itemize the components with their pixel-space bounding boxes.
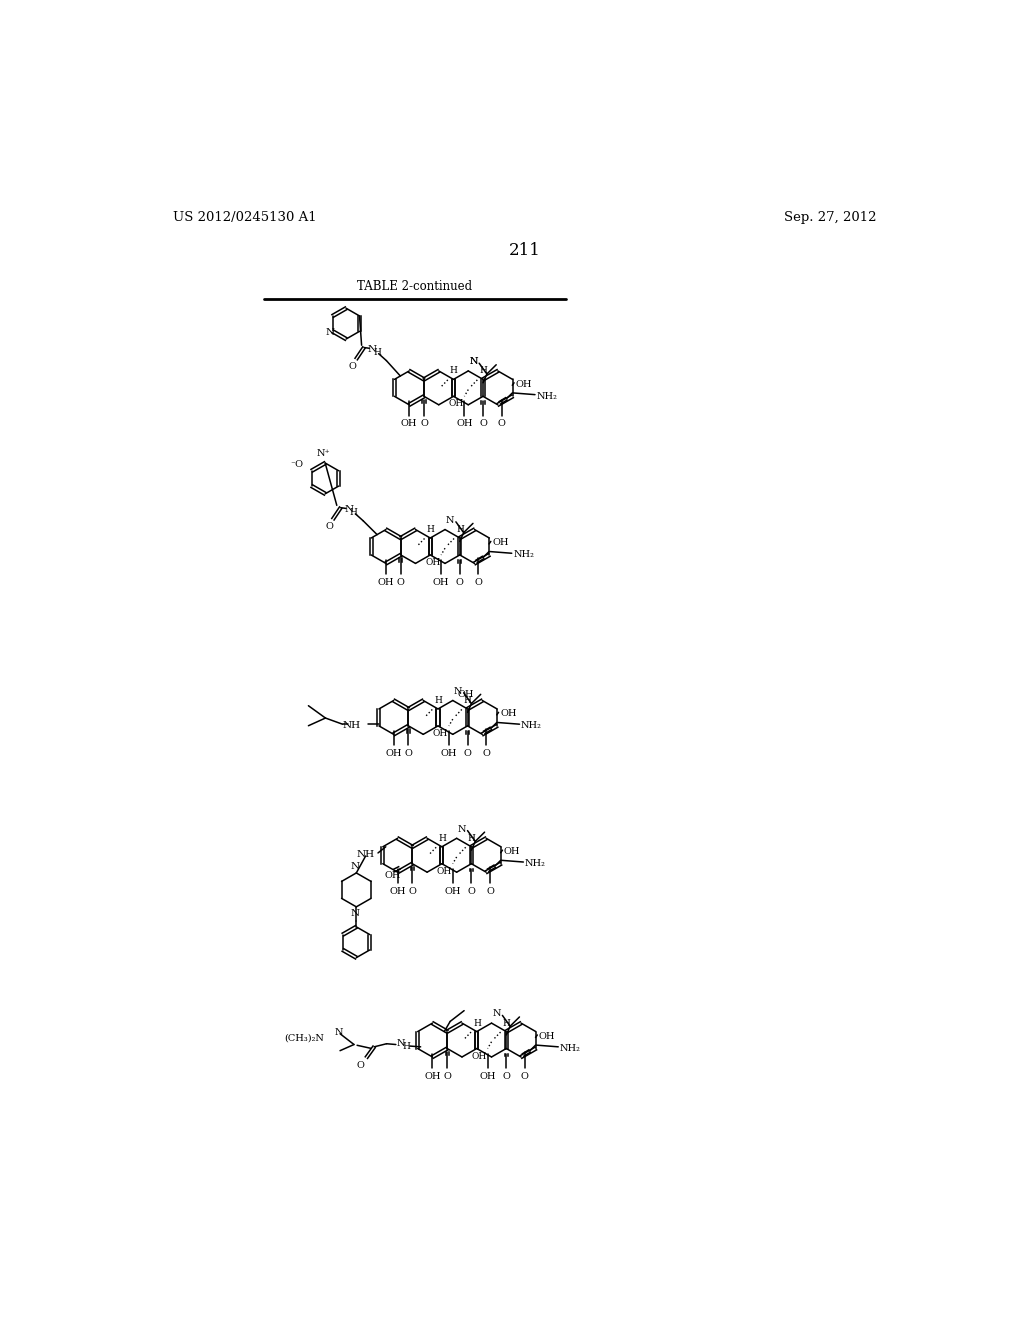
Text: Sep. 27, 2012: Sep. 27, 2012: [784, 211, 877, 224]
Text: N: N: [368, 345, 377, 354]
Text: OH: OH: [449, 400, 464, 408]
Text: N: N: [458, 825, 466, 833]
Text: NH₂: NH₂: [521, 721, 542, 730]
Text: O: O: [348, 362, 356, 371]
Text: OH: OH: [389, 887, 406, 896]
Text: OH: OH: [424, 1072, 440, 1081]
Text: OH: OH: [456, 420, 473, 429]
Text: NH₂: NH₂: [513, 550, 535, 560]
Text: O: O: [503, 1072, 510, 1081]
Text: OH: OH: [458, 690, 474, 700]
Text: H: H: [450, 367, 458, 375]
Text: OH: OH: [425, 558, 440, 568]
Text: O: O: [356, 1061, 365, 1069]
Text: N: N: [454, 686, 462, 696]
Text: OH: OH: [444, 887, 461, 896]
Text: O: O: [486, 887, 494, 896]
Text: H: H: [350, 508, 357, 517]
Text: TABLE 2-continued: TABLE 2-continued: [357, 280, 472, 293]
Text: OH: OH: [472, 1052, 486, 1060]
Text: US 2012/0245130 A1: US 2012/0245130 A1: [173, 211, 316, 224]
Text: OH: OH: [385, 748, 402, 758]
Text: H: H: [456, 525, 464, 535]
Text: O: O: [474, 578, 482, 587]
Text: N: N: [326, 329, 335, 338]
Text: 211: 211: [509, 242, 541, 259]
Text: O: O: [479, 420, 487, 429]
Text: O: O: [325, 523, 333, 532]
Text: H: H: [464, 696, 472, 705]
Text: N: N: [350, 862, 359, 871]
Text: O: O: [409, 887, 417, 896]
Text: O: O: [396, 578, 404, 587]
Text: O: O: [468, 887, 475, 896]
Text: H: H: [373, 347, 381, 356]
Text: H: H: [438, 834, 446, 843]
Text: H: H: [479, 367, 487, 375]
Text: OH: OH: [401, 420, 418, 429]
Text: N: N: [493, 1010, 501, 1018]
Text: O: O: [420, 420, 428, 429]
Text: H: H: [468, 834, 475, 843]
Text: O: O: [443, 1072, 452, 1081]
Text: OH: OH: [433, 578, 450, 587]
Text: N: N: [350, 909, 359, 919]
Text: H: H: [427, 525, 434, 535]
Text: OH: OH: [378, 578, 394, 587]
Text: NH: NH: [356, 850, 375, 859]
Text: O: O: [456, 578, 464, 587]
Text: OH: OH: [479, 1072, 496, 1081]
Text: H: H: [402, 1041, 410, 1051]
Text: N: N: [445, 516, 455, 525]
Text: OH: OH: [500, 709, 517, 718]
Text: ⁻O: ⁻O: [291, 461, 303, 469]
Text: O: O: [498, 420, 506, 429]
Text: OH: OH: [440, 748, 457, 758]
Text: N: N: [345, 504, 353, 513]
Text: OH: OH: [384, 871, 400, 880]
Text: O: O: [404, 748, 413, 758]
Text: NH₂: NH₂: [560, 1044, 581, 1053]
Text: N: N: [334, 1028, 343, 1036]
Text: O: O: [521, 1072, 528, 1081]
Text: N: N: [469, 358, 477, 366]
Text: O: O: [464, 748, 471, 758]
Text: OH: OH: [504, 847, 520, 857]
Text: N: N: [469, 358, 477, 366]
Text: OH: OH: [493, 539, 509, 548]
Text: H: H: [503, 1019, 511, 1028]
Text: OH: OH: [539, 1032, 555, 1041]
Text: O: O: [482, 748, 490, 758]
Text: NH₂: NH₂: [525, 859, 546, 869]
Text: NH: NH: [342, 721, 360, 730]
Text: H: H: [473, 1019, 481, 1028]
Text: N: N: [396, 1039, 404, 1048]
Text: (CH₃)₂N: (CH₃)₂N: [285, 1034, 325, 1043]
Text: OH: OH: [433, 729, 449, 738]
Text: N⁺: N⁺: [316, 449, 331, 458]
Text: OH: OH: [516, 380, 532, 389]
Text: NH₂: NH₂: [537, 392, 557, 401]
Text: OH: OH: [437, 867, 452, 875]
Text: H: H: [434, 696, 442, 705]
